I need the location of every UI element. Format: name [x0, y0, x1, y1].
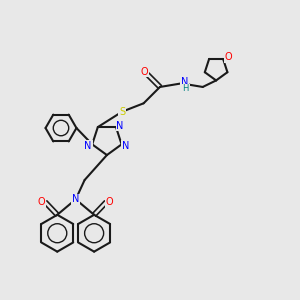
- Text: H: H: [183, 84, 189, 93]
- Text: S: S: [119, 106, 125, 117]
- Text: N: N: [122, 141, 130, 151]
- Text: O: O: [224, 52, 232, 62]
- Text: N: N: [181, 77, 188, 87]
- Text: O: O: [106, 197, 113, 207]
- Text: N: N: [72, 194, 80, 204]
- Text: N: N: [116, 121, 124, 130]
- Text: N: N: [84, 141, 92, 151]
- Text: O: O: [141, 67, 148, 76]
- Text: O: O: [38, 197, 46, 207]
